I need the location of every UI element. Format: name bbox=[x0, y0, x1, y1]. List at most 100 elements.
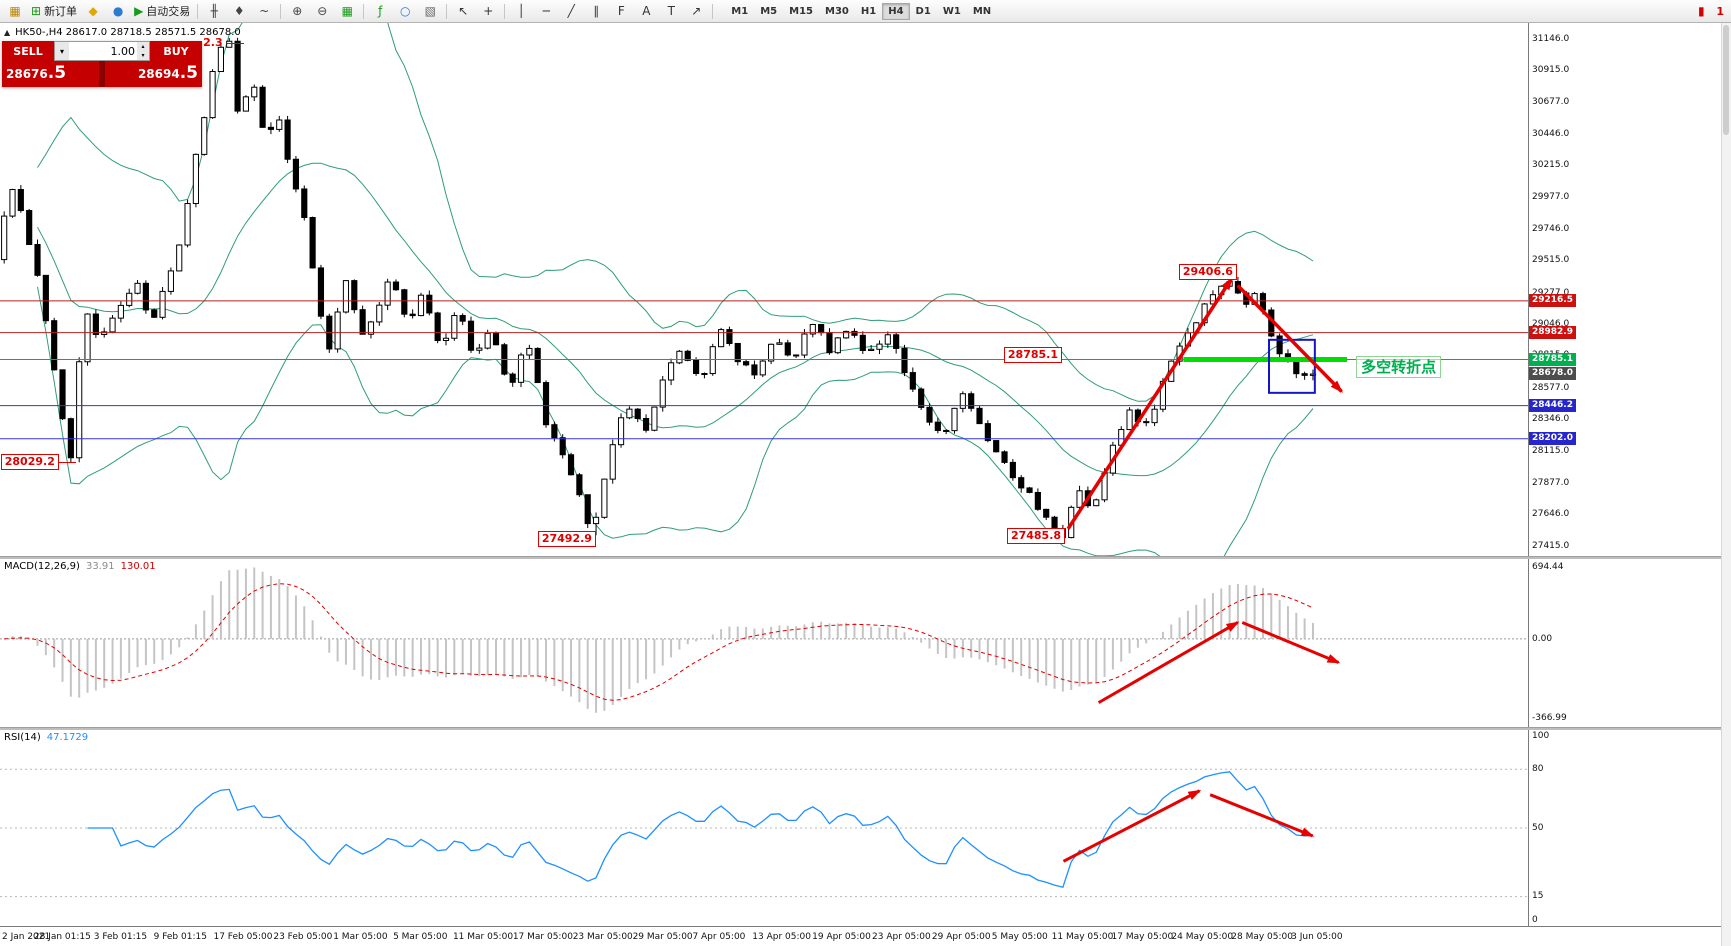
zoom-out-button[interactable]: ⊖ bbox=[310, 1, 334, 21]
buy-price[interactable]: 28694.5 bbox=[105, 61, 202, 87]
crosshair-button[interactable]: + bbox=[476, 1, 500, 21]
new-order-button[interactable]: ⊞ 新订单 bbox=[28, 1, 80, 21]
trend-arrow[interactable] bbox=[1062, 789, 1202, 863]
price-axis-label: 29977.0 bbox=[1532, 192, 1570, 203]
timeframe-mn[interactable]: MN bbox=[972, 5, 992, 17]
trend-arrow[interactable] bbox=[1209, 793, 1315, 837]
vertical-line-button[interactable]: │ bbox=[509, 1, 533, 21]
time-axis-label: 5 Mar 05:00 bbox=[393, 932, 448, 943]
timeframe-m30[interactable]: M30 bbox=[825, 5, 849, 17]
zoom-in-button[interactable]: ⊕ bbox=[285, 1, 309, 21]
symbol-ohlc-text: HK50-,H4 28617.0 28718.5 28571.5 28678.0 bbox=[15, 27, 241, 38]
candlestick-chart-button[interactable]: ♦ bbox=[227, 1, 251, 21]
tile-windows-button[interactable]: ▦ bbox=[335, 1, 359, 21]
tile-windows-icon: ▦ bbox=[341, 4, 353, 18]
sell-button[interactable]: SELL bbox=[2, 41, 54, 61]
metaeditor-button[interactable]: ◆ bbox=[81, 1, 105, 21]
autotrading-button[interactable]: ▶ 自动交易 bbox=[131, 1, 193, 21]
macd-axis-label: 0.00 bbox=[1532, 634, 1553, 645]
sell-price[interactable]: 28676.5 bbox=[2, 61, 99, 87]
panel-separator[interactable] bbox=[0, 556, 1721, 560]
price-callout[interactable]: 2.3 bbox=[200, 36, 244, 50]
one-click-trading-panel: SELL ▾ ▴ ▾ BUY bbox=[2, 41, 202, 87]
toolbar-separator bbox=[280, 3, 282, 19]
scrollbar-thumb[interactable] bbox=[1723, 25, 1729, 135]
time-axis[interactable]: 2 Jan 2021 28 Jan 01:15 3 Feb 01:15 9 Feb 0… bbox=[0, 926, 1721, 946]
indicators-button[interactable]: ƒ bbox=[368, 1, 392, 21]
charts-menu-button[interactable]: ▦ bbox=[3, 1, 27, 21]
line-chart-button[interactable]: ~ bbox=[252, 1, 276, 21]
time-axis-label: 28 May 05:00 bbox=[1231, 932, 1293, 943]
buy-button[interactable]: BUY bbox=[150, 41, 202, 61]
timeframe-h1[interactable]: H1 bbox=[860, 5, 877, 17]
timeframe-d1[interactable]: D1 bbox=[915, 5, 931, 17]
price-axis-label: 30915.0 bbox=[1532, 64, 1570, 75]
trendline-button[interactable]: ╱ bbox=[559, 1, 583, 21]
volume-input[interactable] bbox=[69, 42, 137, 60]
price-axis-badge: 28446.2 bbox=[1529, 398, 1576, 412]
macd-panel: MACD(12,26,9) 33.91 130.01 694.44 0.00 -36… bbox=[0, 559, 1721, 727]
trend-arrow[interactable] bbox=[1097, 621, 1240, 705]
price-callout[interactable]: 27492.9 bbox=[537, 530, 596, 547]
label-button[interactable]: T bbox=[659, 1, 683, 21]
chart-icon: ▦ bbox=[9, 4, 21, 18]
time-axis-label: 29 Mar 05:00 bbox=[632, 932, 693, 943]
bar-chart-button[interactable]: ╫ bbox=[202, 1, 226, 21]
rsi-chart-area[interactable]: RSI(14) 47.1729 bbox=[0, 729, 1528, 927]
time-axis-label: 24 May 05:00 bbox=[1171, 932, 1234, 943]
rsi-axis[interactable]: 100 80 50 15 0 bbox=[1528, 729, 1721, 927]
time-axis-label: 17 May 05:00 bbox=[1111, 932, 1174, 943]
trend-arrow[interactable] bbox=[1236, 284, 1343, 393]
main-chart-area[interactable]: ▲ HK50-,H4 28617.0 28718.5 28571.5 28678… bbox=[0, 23, 1528, 557]
bollinger-middle-band bbox=[37, 162, 1314, 477]
text-button[interactable]: A bbox=[634, 1, 658, 21]
volume-control: ▾ ▴ ▾ bbox=[54, 41, 150, 61]
macd-signal-line bbox=[4, 583, 1314, 702]
trend-arrow[interactable] bbox=[1066, 276, 1234, 530]
price-axis-label: 30215.0 bbox=[1532, 160, 1570, 171]
trade-panel-collapse-arrow[interactable]: ▲ bbox=[4, 28, 11, 37]
new-order-button-label: 新订单 bbox=[44, 5, 78, 18]
time-axis-label: 3 Feb 01:15 bbox=[93, 932, 148, 943]
timeframe-m5[interactable]: M5 bbox=[760, 5, 778, 17]
trend-arrow[interactable] bbox=[1241, 621, 1341, 665]
highlight-rectangle[interactable] bbox=[1268, 338, 1316, 394]
cursor-button[interactable]: ↖ bbox=[451, 1, 475, 21]
callout-tail bbox=[225, 43, 244, 45]
price-axis-label: 29046.0 bbox=[1532, 319, 1570, 330]
panel-separator[interactable] bbox=[0, 726, 1721, 730]
alerts-button[interactable]: ▮ bbox=[1689, 1, 1713, 21]
horizontal-line-button[interactable]: ─ bbox=[534, 1, 558, 21]
symbol-header: ▲ HK50-,H4 28617.0 28718.5 28571.5 28678… bbox=[4, 27, 241, 38]
macd-axis[interactable]: 694.44 0.00 -366.99 bbox=[1528, 559, 1721, 727]
clock-icon: ○ bbox=[400, 4, 411, 18]
templates-button[interactable]: ▧ bbox=[418, 1, 442, 21]
sell-price-pip: .5 bbox=[47, 63, 67, 83]
price-callout[interactable]: 28029.2 bbox=[0, 454, 76, 471]
turning-point-note[interactable]: 多空转折点 bbox=[1356, 356, 1442, 378]
price-callout[interactable]: 27485.8 bbox=[1006, 528, 1066, 545]
volume-dropdown-button[interactable]: ▾ bbox=[55, 42, 69, 60]
macd-value: 33.91 bbox=[85, 561, 115, 573]
price-callout[interactable]: 29406.6 bbox=[1178, 263, 1237, 280]
price-axis-label: 28577.0 bbox=[1532, 382, 1570, 393]
macd-chart-area[interactable]: MACD(12,26,9) 33.91 130.01 bbox=[0, 559, 1528, 727]
timeframe-w1[interactable]: W1 bbox=[942, 5, 961, 17]
periods-button[interactable]: ○ bbox=[393, 1, 417, 21]
arrows-button[interactable]: ↗ bbox=[684, 1, 708, 21]
channel-button[interactable]: ∥ bbox=[584, 1, 608, 21]
price-axis[interactable]: 31146.0 30915.0 30677.0 30446.0 30215.0 29977… bbox=[1528, 23, 1721, 557]
volume-increase-button[interactable]: ▴ bbox=[137, 42, 149, 51]
timeframe-m15[interactable]: M15 bbox=[789, 5, 814, 17]
vertical-scrollbar[interactable] bbox=[1721, 23, 1731, 946]
toolbar: ▦ ⊞ 新订单 ◆ ● ▶ 自动交易 ╫ ♦ ~ ⊕ ⊖ ▦ ƒ ○ ▧ ↖ + │ ─ ╱ ∥ F A T ↗ M1 M5 M15 M… bbox=[0, 0, 1731, 23]
timeframe-m1[interactable]: M1 bbox=[731, 5, 749, 17]
volume-decrease-button[interactable]: ▾ bbox=[137, 51, 149, 60]
market-watch-button[interactable]: ● bbox=[106, 1, 130, 21]
fibonacci-button[interactable]: F bbox=[609, 1, 633, 21]
time-axis-label: 17 Mar 05:00 bbox=[512, 932, 573, 943]
price-callout[interactable]: 28785.1 bbox=[1003, 347, 1062, 364]
time-axis-label: 7 Apr 05:00 bbox=[692, 932, 746, 943]
rsi-line bbox=[87, 770, 1314, 888]
timeframe-h4[interactable]: H4 bbox=[882, 2, 910, 20]
